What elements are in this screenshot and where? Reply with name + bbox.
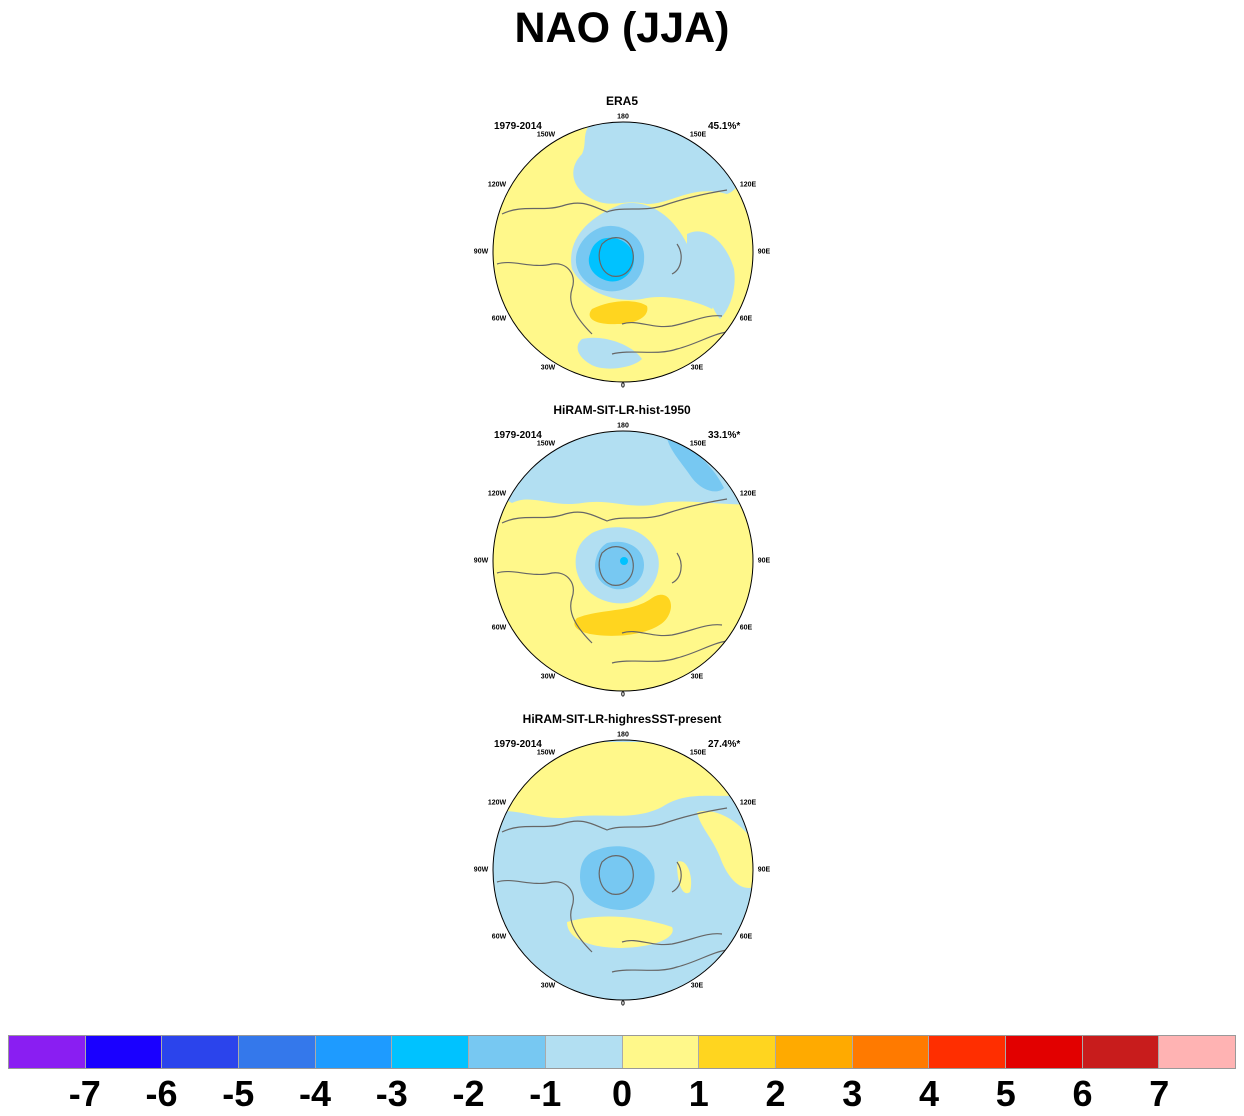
lon-label: 120W [488,182,506,189]
colorbar-swatch [699,1036,776,1068]
map-panel-hist-1950: HiRAM-SIT-LR-hist-1950 1979-2014 33.1%* … [472,403,772,693]
colorbar-tick-label: 2 [765,1072,785,1116]
colorbar-tick-label: -5 [222,1072,254,1116]
lon-label: 150E [690,750,706,757]
lon-label: 120W [488,491,506,498]
main-title: NAO (JJA) [0,2,1244,54]
lon-label: 90E [758,558,770,565]
colorbar-tick-label: -6 [145,1072,177,1116]
colorbar-tick-label: -1 [529,1072,561,1116]
lon-label: 150W [537,132,555,139]
lon-label: 60E [740,625,752,632]
colorbar-tick-label: 1 [689,1072,709,1116]
lon-label: 0 [621,692,625,699]
lon-label: 30E [691,983,703,990]
lon-label: 150W [537,441,555,448]
colorbar-swatch [1159,1036,1235,1068]
lon-label: 180 [617,732,629,739]
colorbar-tick-label: -2 [452,1072,484,1116]
colorbar-swatch [316,1036,393,1068]
negative-anomaly-core [595,542,644,590]
lon-label: 90W [474,867,488,874]
colorbar-tick-label: -7 [69,1072,101,1116]
colorbar-tick-label: -3 [376,1072,408,1116]
lon-label: 120E [740,800,756,807]
lon-label: 90E [758,249,770,256]
lon-label: 120W [488,800,506,807]
colorbar-tick-label: 7 [1149,1072,1169,1116]
map-panel-era5: ERA5 1979-2014 45.1%* 180 150E 120E 90E … [472,94,772,384]
lon-label: 60W [492,316,506,323]
colorbar-swatch [929,1036,1006,1068]
lon-label: 30E [691,674,703,681]
lon-label: 150E [690,441,706,448]
colorbar-swatch [9,1036,86,1068]
colorbar-swatch [162,1036,239,1068]
negative-anomaly-region [573,120,740,204]
lon-label: 180 [617,114,629,121]
lon-label: 60W [492,625,506,632]
colorbar-tick-label: 4 [919,1072,939,1116]
colorbar-swatch [86,1036,163,1068]
lon-label: 90W [474,558,488,565]
lon-label: 0 [621,383,625,390]
colorbar-swatch [392,1036,469,1068]
colorbar [8,1035,1236,1069]
lon-label: 60E [740,316,752,323]
map-panel-highressst-present: HiRAM-SIT-LR-highresSST-present 1979-201… [472,712,772,1002]
lon-label: 90W [474,249,488,256]
lon-label: 30W [541,983,555,990]
lon-label: 120E [740,491,756,498]
lon-label: 60E [740,934,752,941]
lon-label: 30E [691,365,703,372]
lon-label: 0 [621,1001,625,1008]
colorbar-swatch [853,1036,930,1068]
colorbar-tick-label: -4 [299,1072,331,1116]
lon-label: 150W [537,750,555,757]
lon-label: 180 [617,423,629,430]
lon-label: 60W [492,934,506,941]
colorbar-tick-label: 3 [842,1072,862,1116]
colorbar-swatch [1083,1036,1160,1068]
colorbar-swatch [776,1036,853,1068]
colorbar-swatch [1006,1036,1083,1068]
lon-label: 30W [541,674,555,681]
lon-label: 90E [758,867,770,874]
colorbar-swatch [239,1036,316,1068]
lon-label: 120E [740,182,756,189]
colorbar-swatch [546,1036,623,1068]
lon-label: 150E [690,132,706,139]
colorbar-tick-label: 6 [1072,1072,1092,1116]
polar-map [472,712,772,1002]
colorbar-tick-label: 5 [996,1072,1016,1116]
colorbar-tick-label: 0 [612,1072,632,1116]
negative-anomaly-center [620,557,628,565]
polar-map [472,403,772,693]
colorbar-swatch [469,1036,546,1068]
lon-label: 30W [541,365,555,372]
polar-map [472,94,772,384]
colorbar-swatch [623,1036,700,1068]
